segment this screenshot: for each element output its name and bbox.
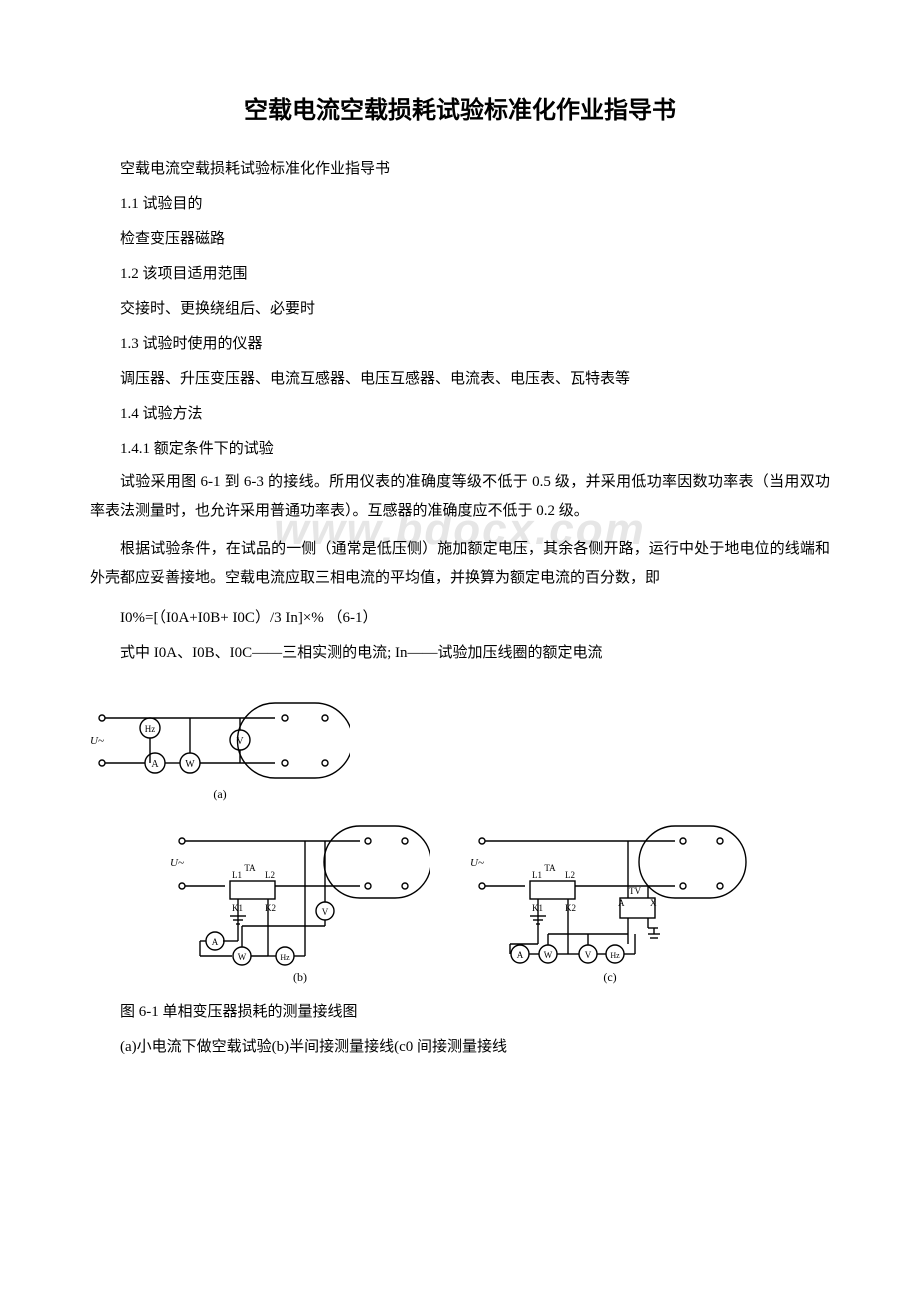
subtitle: 空载电流空载损耗试验标准化作业指导书 — [90, 153, 830, 186]
section-1-1: 1.1 试验目的 — [90, 188, 830, 221]
figure-6-1: U~ A W Hz V — [90, 688, 830, 986]
svg-text:TA: TA — [244, 863, 256, 873]
svg-text:L2: L2 — [265, 870, 275, 880]
svg-text:V: V — [322, 907, 329, 917]
section-1-3: 1.3 试验时使用的仪器 — [90, 328, 830, 361]
svg-text:W: W — [185, 759, 195, 770]
svg-text:U~: U~ — [170, 857, 184, 869]
figure-subcaption: (a)小电流下做空载试验(b)半间接测量接线(c0 间接测量接线 — [90, 1031, 830, 1064]
circuit-diagram-c: U~ L1 L2 TA K1 K2 TV A X — [470, 816, 750, 986]
svg-text:Hz: Hz — [610, 951, 620, 960]
section-1-3-body: 调压器、升压变压器、电流互感器、电压互感器、电流表、电压表、瓦特表等 — [90, 363, 830, 396]
label-u: U~ — [90, 735, 104, 747]
circuit-diagram-b: U~ L1 L2 TA K1 K2 — [170, 816, 430, 986]
svg-text:L1: L1 — [232, 870, 242, 880]
svg-text:K2: K2 — [265, 903, 276, 913]
svg-text:V: V — [585, 950, 592, 960]
label-b: (b) — [293, 970, 307, 984]
svg-text:A: A — [212, 937, 219, 947]
svg-text:U~: U~ — [470, 857, 484, 869]
body-paragraph-2: 根据试验条件，在试品的一侧（通常是低压侧）施加额定电压，其余各侧开路，运行中处于… — [90, 535, 830, 592]
figure-caption: 图 6-1 单相变压器损耗的测量接线图 — [90, 996, 830, 1029]
section-1-4-1: 1.4.1 额定条件下的试验 — [90, 433, 830, 466]
section-1-2-body: 交接时、更换绕组后、必要时 — [90, 293, 830, 326]
svg-text:Hz: Hz — [280, 953, 290, 962]
svg-text:A: A — [517, 950, 524, 960]
formula-line: I0%=[（I0A+I0B+ I0C）/3 In]×% （6-1） — [90, 602, 830, 635]
section-1-4: 1.4 试验方法 — [90, 398, 830, 431]
body-paragraph-3: 式中 I0A、I0B、I0C——三相实测的电流; In——试验加压线圈的额定电流 — [90, 637, 830, 670]
svg-text:TV: TV — [629, 886, 641, 896]
svg-text:Hz: Hz — [145, 724, 156, 734]
section-1-2: 1.2 该项目适用范围 — [90, 258, 830, 291]
section-1-1-body: 检查变压器磁路 — [90, 223, 830, 256]
svg-text:W: W — [238, 952, 247, 962]
svg-text:X: X — [650, 898, 657, 908]
svg-text:TA: TA — [544, 863, 556, 873]
document-content: 空载电流空载损耗试验标准化作业指导书 空载电流空载损耗试验标准化作业指导书 1.… — [90, 90, 830, 1064]
svg-text:W: W — [544, 950, 553, 960]
svg-text:K2: K2 — [565, 903, 576, 913]
body-paragraph-1: 试验采用图 6-1 到 6-3 的接线。所用仪表的准确度等级不低于 0.5 级，… — [90, 468, 830, 525]
svg-text:L2: L2 — [565, 870, 575, 880]
page-title: 空载电流空载损耗试验标准化作业指导书 — [90, 90, 830, 125]
label-a: (a) — [213, 787, 226, 801]
label-c: (c) — [603, 970, 616, 984]
svg-text:L1: L1 — [532, 870, 542, 880]
svg-text:A: A — [618, 898, 625, 908]
circuit-diagram-a: U~ A W Hz V — [90, 688, 350, 808]
svg-text:A: A — [151, 759, 159, 770]
